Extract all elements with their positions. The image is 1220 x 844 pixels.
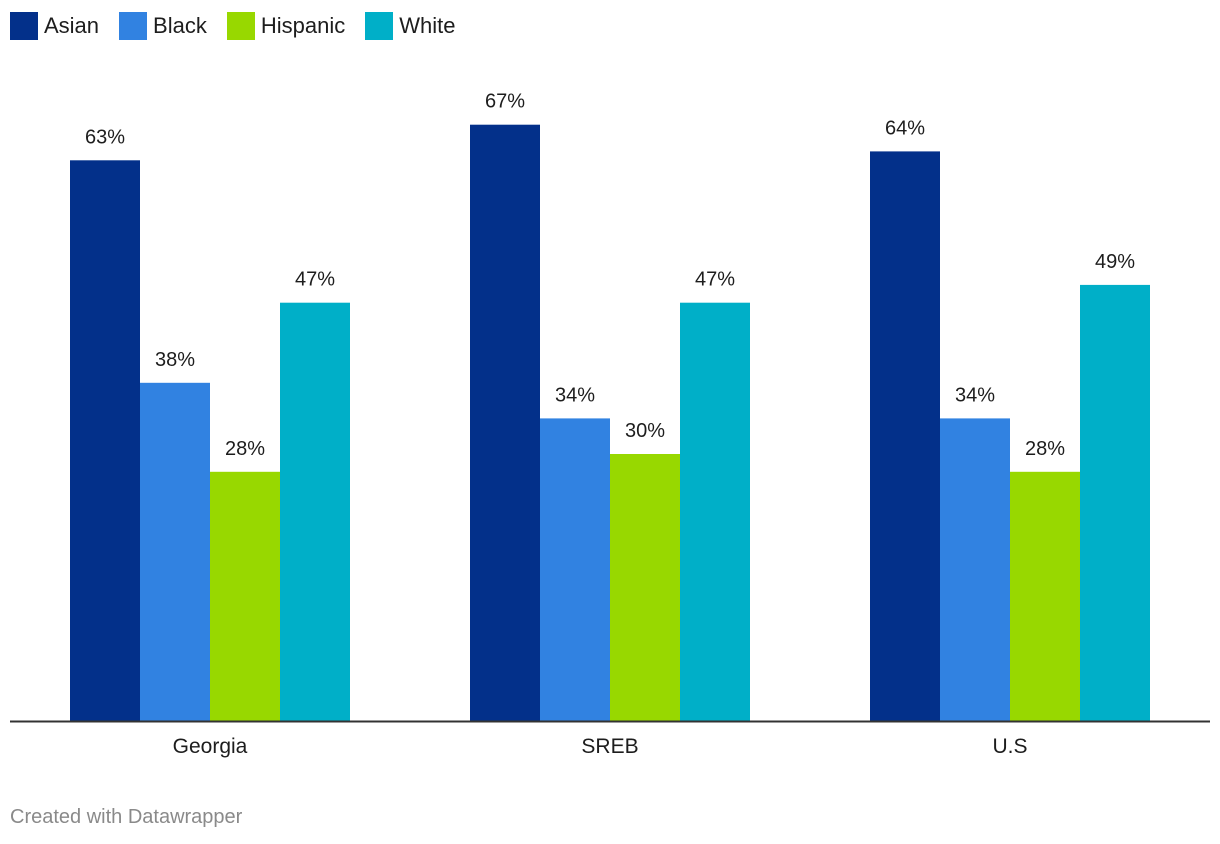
bar-asian-us — [870, 151, 940, 721]
data-label-asian-us: 64% — [885, 117, 925, 139]
data-label-black-sreb: 34% — [555, 384, 595, 406]
data-label-hispanic-sreb: 30% — [625, 420, 665, 442]
bar-black-us — [940, 418, 1010, 721]
legend-swatch-white — [365, 12, 394, 40]
bar-hispanic-georgia — [210, 471, 280, 721]
credit-text: Created with Datawrapper — [10, 806, 243, 828]
legend-swatch-asian — [10, 12, 38, 40]
legend-item-black: Black — [119, 12, 207, 40]
data-label-black-us: 34% — [955, 384, 995, 406]
bar-white-us — [1080, 284, 1150, 721]
legend-label-hispanic: Hispanic — [260, 13, 346, 38]
data-label-white-georgia: 47% — [295, 269, 335, 291]
legend-swatch-hispanic — [226, 12, 255, 40]
category-label-us: U.S — [992, 735, 1027, 758]
data-label-black-georgia: 38% — [155, 349, 195, 371]
legend-label-black: Black — [153, 13, 207, 38]
bar-hispanic-sreb — [610, 454, 680, 721]
legend: Asian Black Hispanic White — [10, 12, 475, 40]
legend-item-asian: Asian — [10, 12, 99, 40]
bar-white-sreb — [680, 302, 750, 721]
bar-black-sreb — [540, 418, 610, 721]
bar-asian-sreb — [470, 124, 540, 721]
data-label-asian-georgia: 63% — [85, 126, 125, 148]
legend-label-asian: Asian — [44, 13, 100, 38]
legend-swatch-black — [119, 12, 148, 40]
legend-item-hispanic: Hispanic — [226, 12, 346, 40]
data-label-white-sreb: 47% — [695, 269, 735, 291]
bar-asian-georgia — [70, 160, 140, 722]
bar-black-georgia — [140, 382, 210, 721]
data-label-hispanic-us: 28% — [1025, 438, 1065, 460]
legend-label-white: White — [399, 13, 456, 38]
category-label-sreb: SREB — [581, 735, 638, 758]
bar-hispanic-us — [1010, 471, 1080, 721]
data-label-asian-sreb: 67% — [485, 91, 525, 113]
data-label-hispanic-georgia: 28% — [225, 438, 265, 460]
category-label-georgia: Georgia — [173, 735, 248, 758]
legend-item-white: White — [365, 12, 455, 40]
bar-white-georgia — [280, 302, 350, 721]
data-label-white-us: 49% — [1095, 251, 1135, 273]
